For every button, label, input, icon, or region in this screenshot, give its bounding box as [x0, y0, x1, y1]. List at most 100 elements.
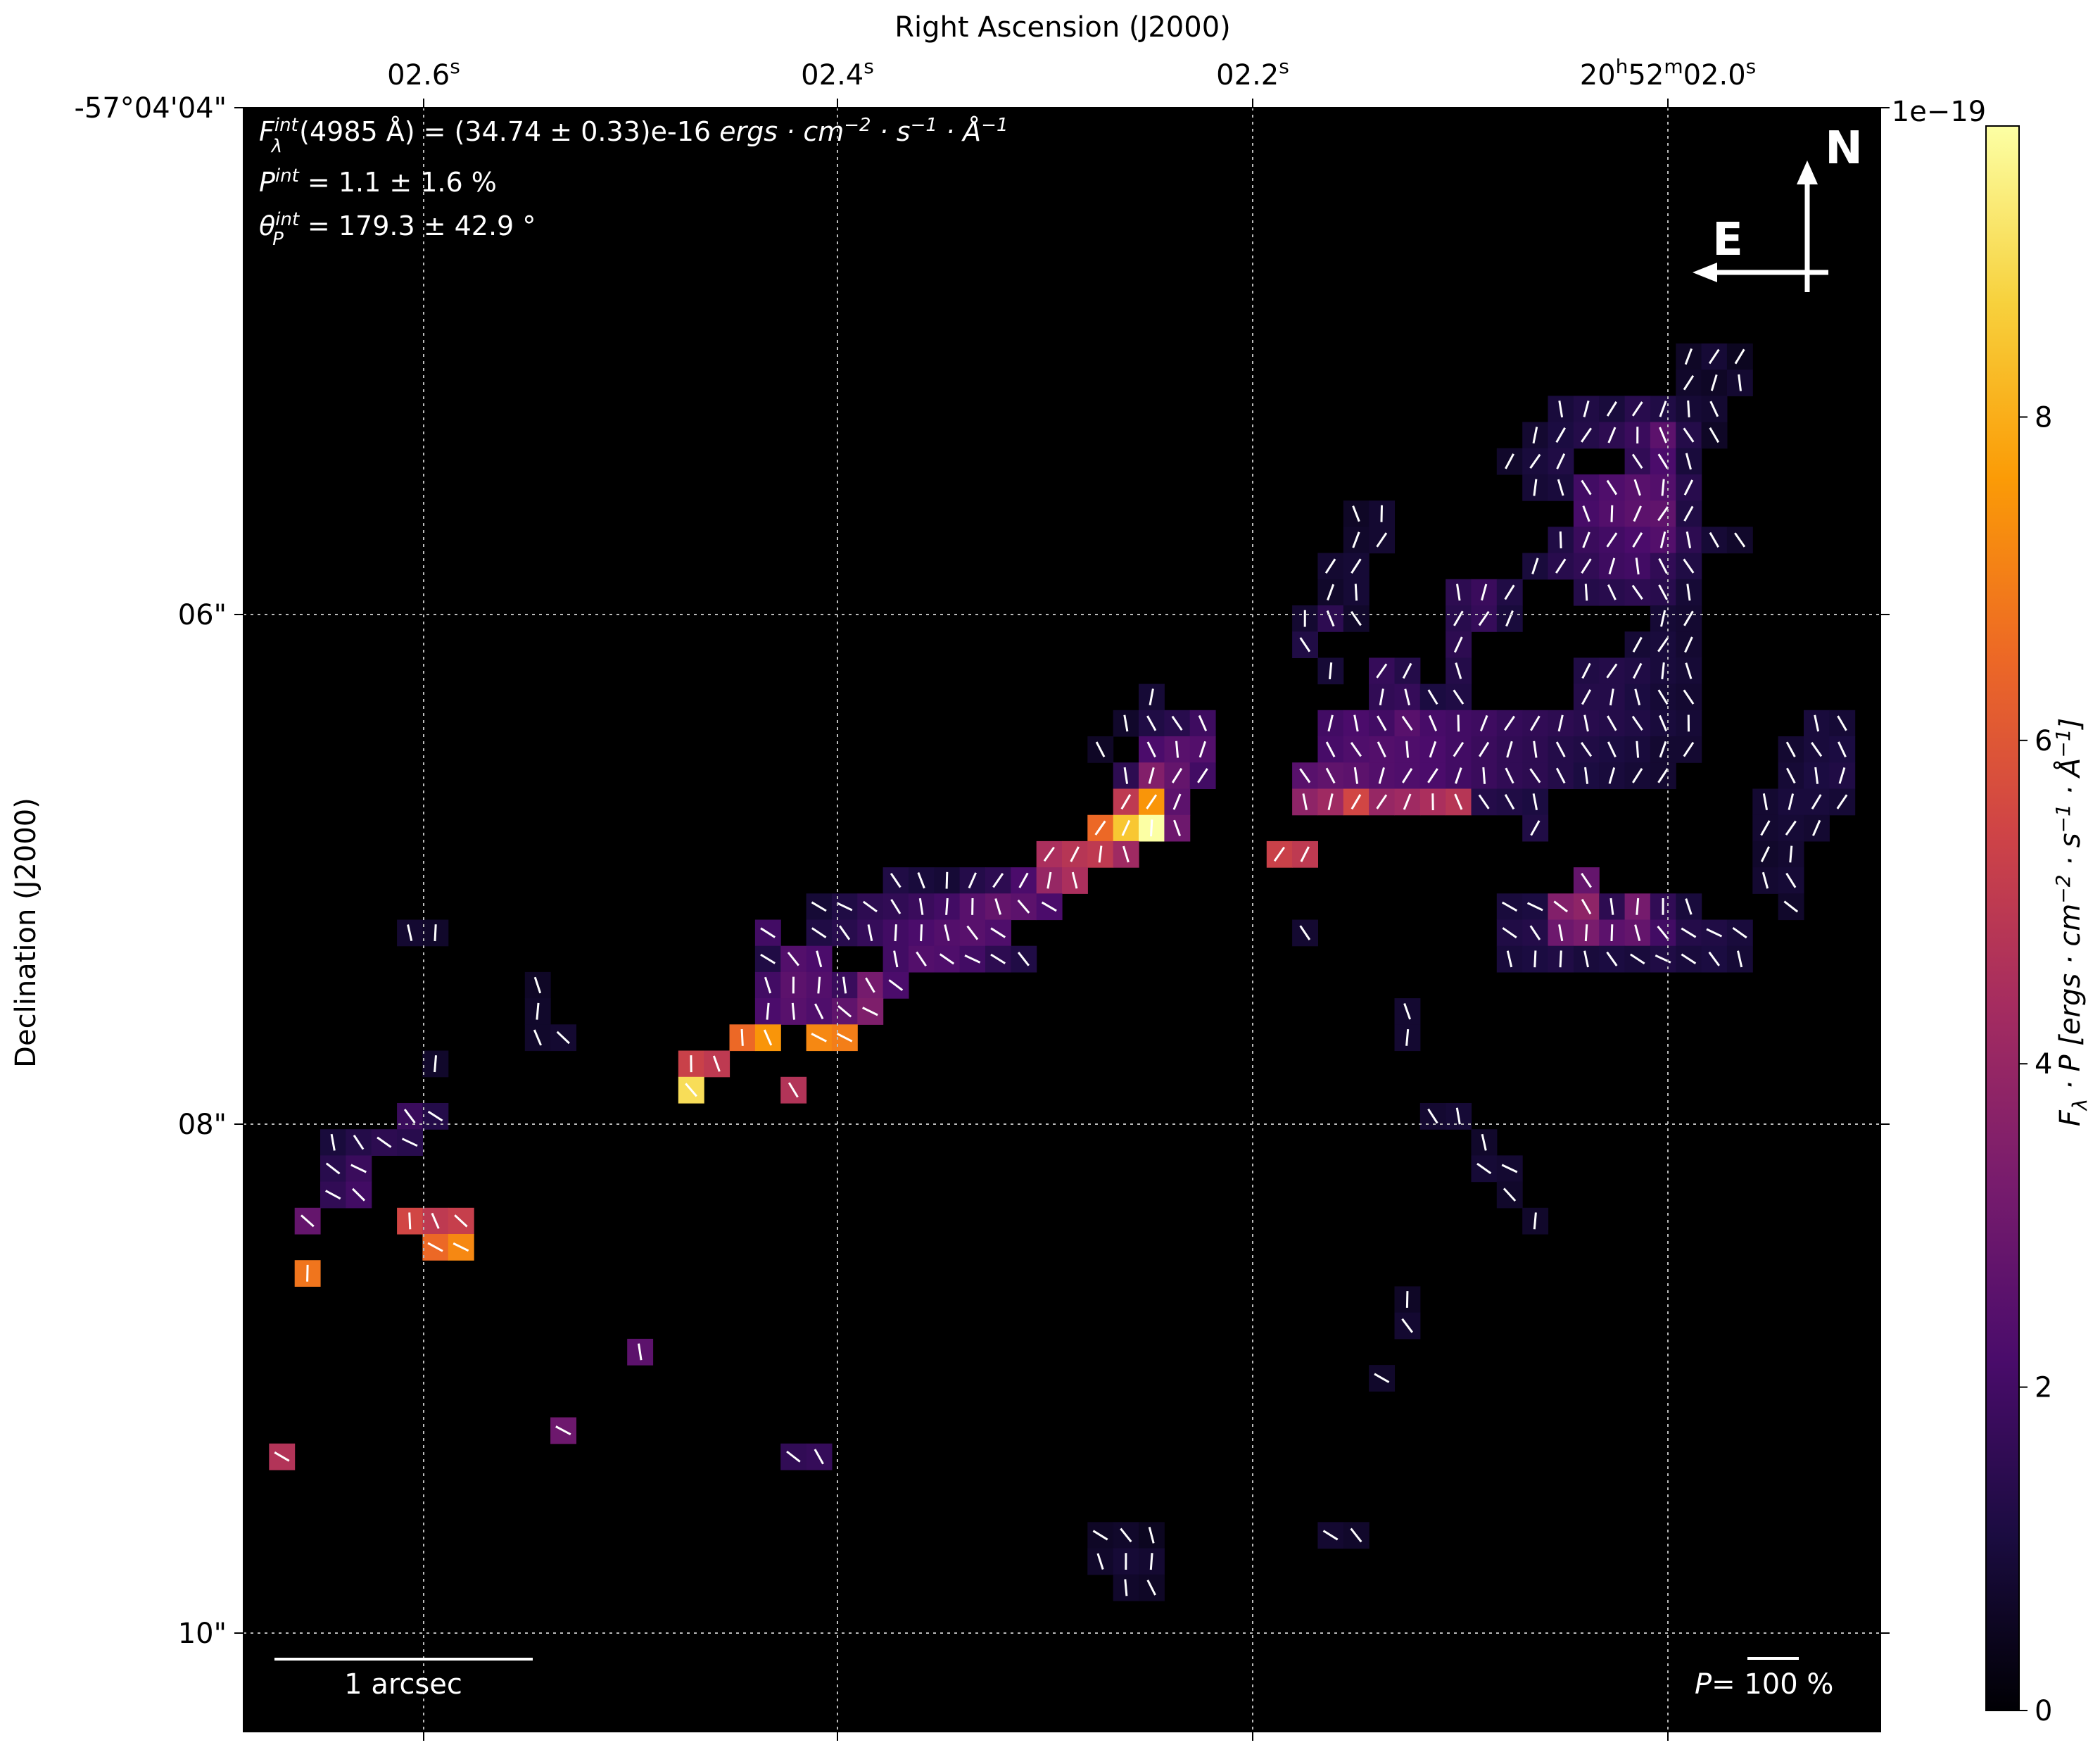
y-tick-label-2: 06"	[178, 599, 227, 631]
polarization-vector	[1556, 453, 1566, 470]
polarization-vector	[1685, 453, 1692, 470]
polarization-vector	[1455, 662, 1462, 679]
polarization-vector	[1559, 531, 1562, 548]
polarization-vector	[1325, 767, 1336, 784]
polarization-vector	[888, 979, 904, 991]
polarization-vector	[1506, 950, 1513, 968]
polarization-vector	[1738, 374, 1742, 391]
polarization-vector	[1530, 715, 1541, 731]
polarization-vector	[1657, 453, 1669, 470]
polarization-vector	[766, 1002, 770, 1020]
polarization-vector	[1631, 453, 1643, 470]
polarization-vector	[1350, 610, 1362, 626]
polarization-vector	[1379, 688, 1384, 706]
polarization-vector	[1532, 793, 1538, 811]
east-arrowhead-icon	[1693, 263, 1717, 282]
polarization-vector	[1581, 427, 1593, 443]
polarization-vector	[1403, 793, 1412, 810]
polarization-vector	[1455, 767, 1462, 784]
polarization-vector	[1657, 689, 1669, 705]
polarization-vector	[1327, 714, 1334, 732]
polarization-vector	[1636, 741, 1640, 758]
polarization-vector	[1427, 689, 1438, 705]
polarization-vector	[1687, 400, 1690, 417]
x-tick-label-1: 02.6s	[387, 55, 460, 92]
polarization-vector	[1377, 715, 1387, 731]
x-tick-label-2: 02.4s	[801, 55, 874, 92]
polarization-vector	[1405, 741, 1410, 758]
polarization-vector	[1608, 767, 1616, 784]
polarization-vector	[1581, 662, 1591, 679]
polarization-vector	[1584, 767, 1589, 784]
polarization-vector	[1636, 897, 1640, 915]
polarization-vector	[427, 1110, 443, 1122]
polarization-vector	[1479, 741, 1490, 757]
polarization-vector	[1455, 1107, 1461, 1125]
polarization-vector	[301, 1214, 315, 1228]
polarization-vector	[1094, 820, 1106, 836]
polarization-vector	[1657, 925, 1669, 940]
polarization-vector	[1685, 531, 1692, 548]
y-tick-label-3: 08"	[178, 1109, 227, 1141]
polarization-vector	[1428, 714, 1438, 731]
polarization-vector	[1631, 401, 1643, 417]
polarization-vector	[1635, 557, 1640, 575]
polarization-vector	[1092, 1530, 1108, 1541]
polarization-vector	[1017, 899, 1030, 914]
polarization-vector	[763, 1029, 773, 1046]
colorbar-tick-label-4: 8	[2035, 401, 2052, 434]
polarization-vector	[712, 1055, 721, 1072]
polarization-vector	[1478, 794, 1490, 809]
polarization-vector	[1658, 557, 1668, 574]
polarization-vector	[1584, 924, 1588, 942]
polarization-vector	[1553, 900, 1569, 913]
polarization-vector	[1120, 794, 1132, 810]
polarization-vector	[893, 950, 899, 968]
polarization-vector	[1659, 401, 1667, 417]
tick-marks	[234, 99, 1890, 1741]
polarization-vector	[1785, 767, 1796, 784]
polarization-vector	[1532, 427, 1538, 444]
polarization-vector	[836, 902, 853, 912]
polarization-vector	[1302, 793, 1308, 810]
polarization-vector	[1529, 768, 1541, 783]
polarization-vector	[427, 1242, 443, 1252]
polarization-vector	[1607, 741, 1617, 758]
polarization-vector	[1814, 714, 1820, 732]
integrated-angle-annotation: θint P = 179.3 ± 42.9 °	[259, 209, 536, 250]
polarization-vector	[817, 976, 821, 994]
polarization-vector	[1327, 793, 1334, 811]
polarization-vector	[324, 1190, 341, 1200]
polarization-vector	[791, 1002, 795, 1020]
polarization-vector	[533, 1029, 542, 1046]
polarization-vector	[1683, 741, 1695, 757]
polarization-vector	[1504, 584, 1515, 600]
polarization-vector	[1633, 479, 1641, 496]
polarization-vector	[1453, 741, 1465, 757]
polarization-vector	[1427, 1108, 1438, 1124]
polarization-vector	[1555, 427, 1566, 443]
polarization-vector	[1838, 767, 1846, 784]
polarization-vector	[1124, 1579, 1128, 1596]
polarization-vector	[1583, 950, 1589, 968]
polarization-vector	[990, 953, 1006, 964]
polarization-vector	[1322, 1530, 1339, 1541]
polarization-vector	[1706, 928, 1723, 938]
colorbar-offset-text: 1e−19	[1892, 96, 1986, 128]
polarization-vector	[1632, 532, 1643, 548]
polarization-vector	[918, 897, 924, 915]
polarization-vector	[1661, 662, 1665, 679]
polarization-vector	[944, 924, 950, 942]
polarization-vector	[837, 1004, 852, 1018]
compass-north-label: N	[1825, 122, 1863, 175]
polarization-vector	[1533, 1212, 1537, 1230]
polarization-vector	[1070, 846, 1080, 862]
polarization-vector	[1121, 819, 1131, 836]
polarization-vector	[1683, 689, 1695, 705]
polarization-vector	[1555, 767, 1566, 784]
polarization-vector	[1403, 1002, 1412, 1020]
polarization-vector	[536, 1002, 540, 1020]
polarization-vector	[1659, 741, 1667, 758]
polarization-vector	[1559, 950, 1562, 968]
polarization-vector	[1785, 820, 1797, 836]
